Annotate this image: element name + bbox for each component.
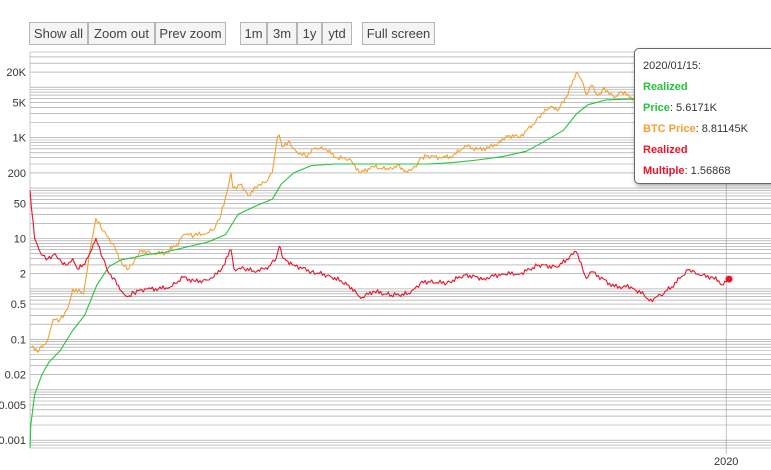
hover-tooltip: 2020/01/15: Realized Price: 5.6171K BTC … <box>634 48 771 184</box>
y-tick-label: 5K <box>13 97 27 109</box>
series-lines <box>29 72 730 449</box>
tooltip-btc-value: : 8.81145K <box>695 123 748 135</box>
x-tick-label: 2020 <box>714 456 738 468</box>
range-ytd-button[interactable]: ytd <box>322 22 352 45</box>
y-tick-label: 50 <box>14 198 26 210</box>
tooltip-realized-price-label: Price <box>643 102 670 114</box>
y-tick-label: 0.001 <box>0 435 26 447</box>
tooltip-btc-label: BTC Price <box>643 123 696 135</box>
range-1y-button[interactable]: 1y <box>297 22 322 45</box>
realized-multiple-marker <box>725 275 733 283</box>
full-screen-button[interactable]: Full screen <box>362 22 435 45</box>
y-tick-label: 20K <box>6 67 26 79</box>
tooltip-realized-title: Realized <box>643 81 688 93</box>
range-1m-button[interactable]: 1m <box>240 22 267 45</box>
axis-labels: 0.001 0.005 0.02 0.1 0.5 2 10 50 200 1K 5K 20K 2020 <box>0 67 738 468</box>
y-tick-label: 0.005 <box>0 400 26 412</box>
tooltip-multiple-label: Multiple <box>643 165 685 177</box>
prev-zoom-button[interactable]: Prev zoom <box>155 22 226 45</box>
y-tick-label: 0.1 <box>11 334 26 346</box>
btc-price-line <box>29 72 730 353</box>
realized-multiple-line <box>29 190 730 303</box>
y-tick-label: 10 <box>14 234 26 246</box>
show-all-button[interactable]: Show all <box>29 22 88 45</box>
tooltip-realized-price-value: : 5.6171K <box>669 102 718 114</box>
realized-price-line <box>29 98 730 449</box>
y-tick-label: 0.02 <box>5 370 26 382</box>
tooltip-realized-price: Price: 5.6171K <box>643 98 769 119</box>
tooltip-multiple: Multiple: 1.56868 <box>643 161 769 182</box>
y-tick-label: 200 <box>8 168 26 180</box>
tooltip-btc-price: BTC Price: 8.81145K <box>643 119 769 140</box>
y-tick-label: 1K <box>13 133 27 145</box>
y-tick-label: 0.5 <box>11 299 26 311</box>
tooltip-date: 2020/01/15: <box>643 60 702 72</box>
zoom-out-button[interactable]: Zoom out <box>88 22 155 45</box>
tooltip-multiple-value: : 1.56868 <box>684 165 731 177</box>
tooltip-multiple-title: Realized <box>643 144 688 156</box>
y-tick-label: 2 <box>20 269 26 281</box>
range-3m-button[interactable]: 3m <box>267 22 297 45</box>
